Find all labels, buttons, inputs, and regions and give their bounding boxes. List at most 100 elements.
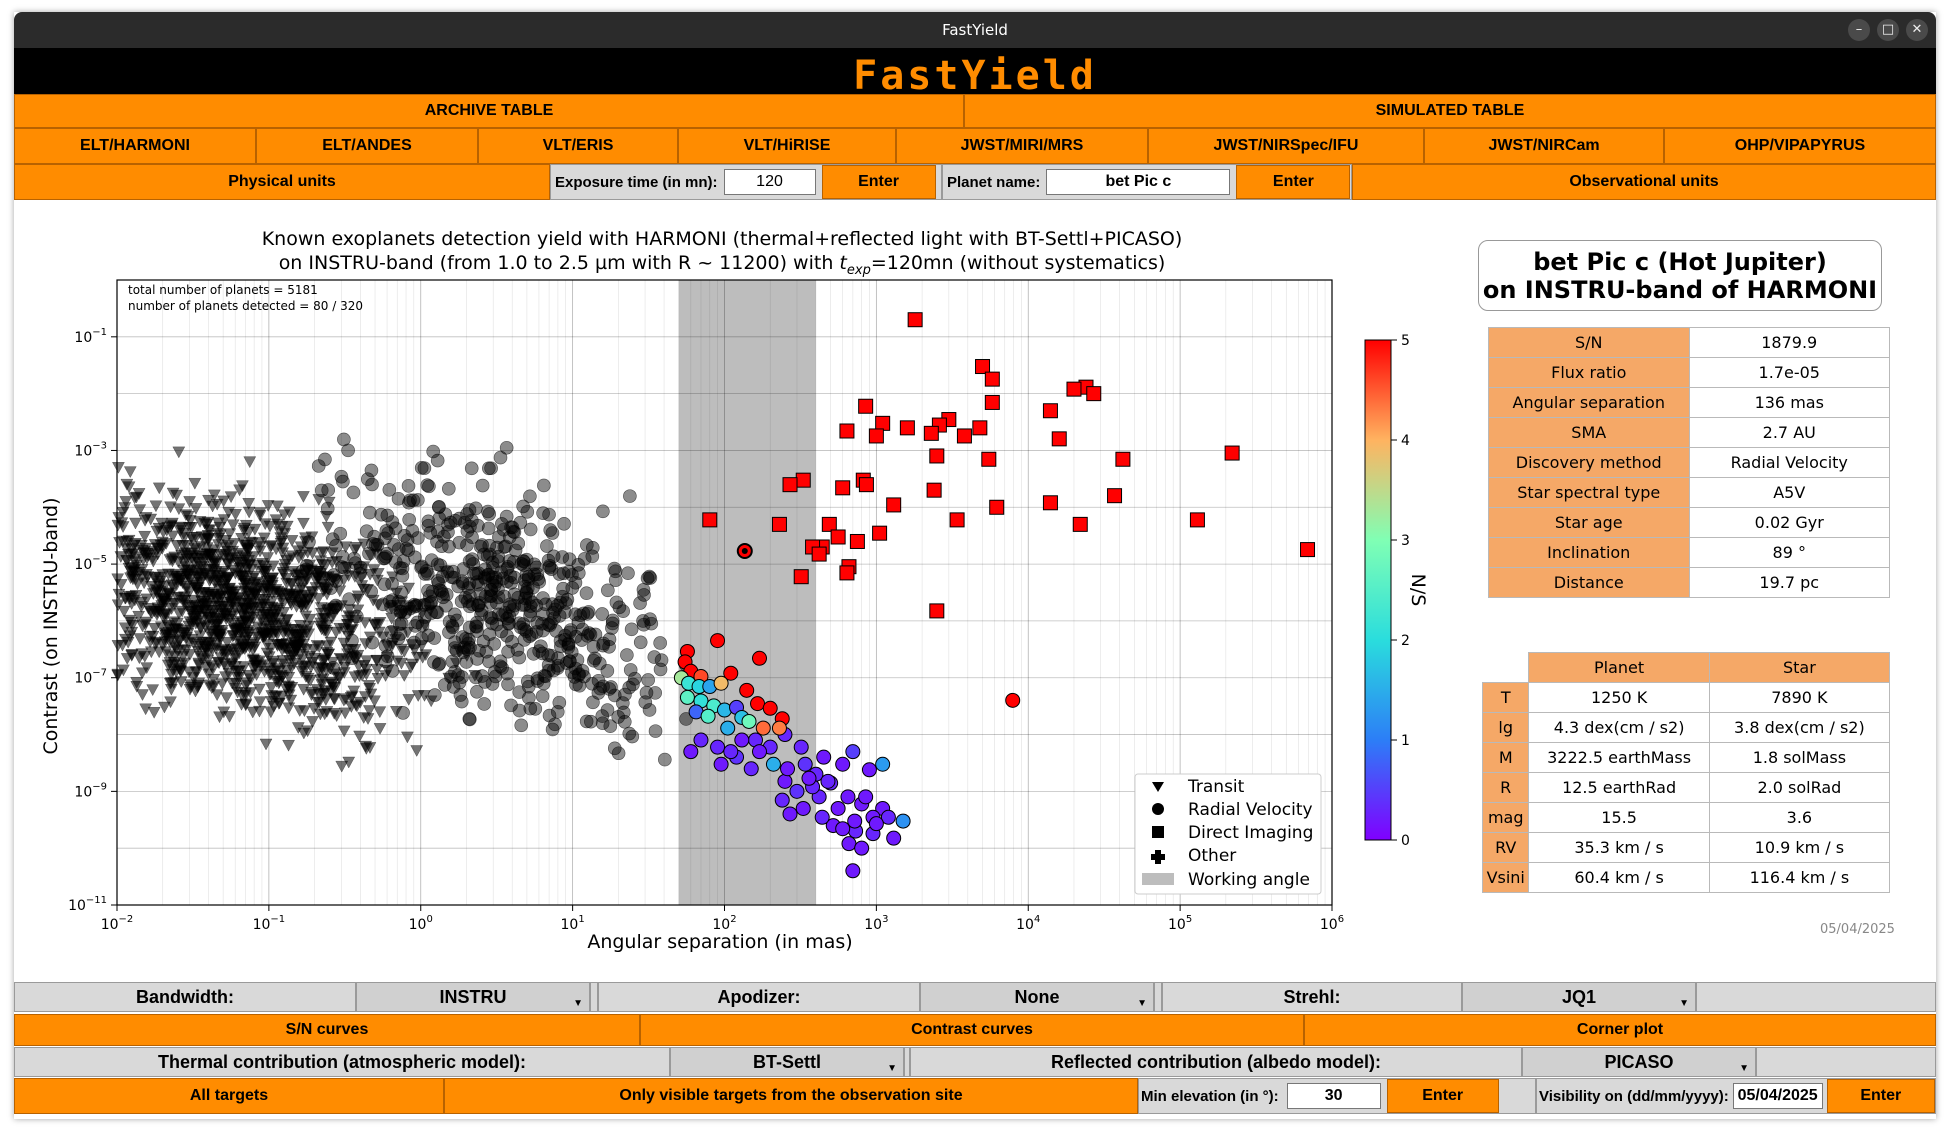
transit-point [259,581,273,594]
instrument-tab-vipapyrus[interactable]: OHP/VIPAPYRUS [1664,128,1936,164]
instrument-tab-andes[interactable]: ELT/ANDES [256,128,478,164]
rv-detected-point [840,789,856,805]
rv-point [470,575,484,590]
legend-other: Other [1188,846,1236,866]
min-elevation-input[interactable]: 30 [1286,1083,1381,1109]
transit-point [292,552,306,564]
min-elevation-enter-button[interactable]: Enter [1386,1079,1499,1113]
exposure-input[interactable]: 120 [723,169,816,195]
colorbar-tick-label: 1 [1401,733,1410,749]
transit-point [129,517,142,530]
visibility-enter-button[interactable]: Enter [1826,1079,1935,1113]
instrument-tab-nirspec[interactable]: JWST/NIRSpec/IFU [1148,128,1424,164]
legend-rv: Radial Velocity [1188,800,1313,820]
rv-point [512,703,527,718]
sn-curves-button[interactable]: S/N curves [14,1014,640,1046]
instrument-tab-eris[interactable]: VLT/ERIS [478,128,678,164]
rv-point [470,652,484,666]
rv-point [454,594,469,609]
property-key: Discovery method [1488,447,1690,478]
rv-detected-point [777,773,793,789]
transit-point [295,666,309,678]
transit-point [400,731,414,744]
transit-point [243,641,257,654]
transit-point [191,556,205,569]
planet-name-input[interactable]: bet Pic c [1046,169,1231,195]
rv-point [511,590,525,605]
rv-point [460,594,475,609]
observational-units-button[interactable]: Observational units [1352,164,1936,200]
rv-point [510,642,525,657]
rv-point [483,596,498,610]
simulated-table-button[interactable]: SIMULATED TABLE [964,94,1936,128]
transit-point [264,668,278,681]
reflected-select[interactable]: PICASO ▼ [1522,1047,1756,1077]
transit-point [297,638,310,651]
transit-point [211,656,225,669]
rv-point [470,615,484,630]
apodizer-select[interactable]: None ▼ [920,982,1154,1012]
transit-point [416,651,430,664]
direct-imaging-point [702,512,718,528]
rv-point [622,726,637,741]
rv-detected-point [801,770,817,786]
transit-point [295,654,309,667]
models-row: Thermal contribution (atmospheric model)… [14,1047,1936,1077]
instrument-tab-miri[interactable]: JWST/MIRI/MRS [896,128,1148,164]
y-tick-label: 10−7 [74,668,107,687]
visible-targets-button[interactable]: Only visible targets from the observatio… [444,1078,1138,1114]
maximize-icon[interactable]: □ [1877,19,1899,41]
rv-detected-point [720,720,736,736]
rv-detected-point [750,696,766,712]
visibility-input[interactable]: 05/04/2025 [1732,1083,1823,1109]
rv-point [405,523,420,538]
legend-rv-marker [1152,803,1164,815]
instrument-tab-hirise[interactable]: VLT/HiRISE [678,128,896,164]
rv-point [385,593,400,607]
archive-table-button[interactable]: ARCHIVE TABLE [14,94,964,128]
planet-value: 4.3 dex(cm / s2) [1528,712,1710,743]
transit-point [235,626,249,639]
rv-point [465,530,479,545]
transit-point [362,680,376,692]
rv-point [473,539,488,554]
highlighted-planet-center [741,547,748,554]
min-elevation-label: Min elevation (in °): [1141,1087,1279,1105]
planet-name-enter-button[interactable]: Enter [1236,165,1351,199]
planet-properties-table: S/N 1879.9 Flux ratio 1.7e-05 Angular separa… [1488,327,1890,598]
thermal-select[interactable]: BT-Settl ▼ [670,1047,904,1077]
rv-point [484,611,499,626]
rv-detected-point [847,813,863,829]
rv-point [312,566,327,580]
rv-point [647,650,662,664]
all-targets-button[interactable]: All targets [14,1078,444,1114]
minimize-icon[interactable]: – [1848,19,1870,41]
rv-point [422,589,437,604]
transit-point [220,692,233,705]
instrument-tab-nircam[interactable]: JWST/NIRCam [1424,128,1664,164]
transit-point [129,538,142,550]
rv-point [551,651,565,665]
corner-plot-button[interactable]: Corner plot [1304,1014,1936,1046]
contrast-curves-button[interactable]: Contrast curves [640,1014,1304,1046]
exposure-enter-button[interactable]: Enter [821,165,936,199]
instrument-tab-harmoni[interactable]: ELT/HARMONI [14,128,256,164]
chart-title-line1: Known exoplanets detection yield with HA… [262,228,1183,250]
rv-point [411,493,425,507]
rv-point [432,583,447,597]
chart-title-line2: on INSTRU-band (from 1.0 to 2.5 µm with … [279,252,1166,278]
strehl-select[interactable]: JQ1 ▼ [1462,982,1696,1012]
property-row: Angular separation 136 mas [1488,387,1890,418]
bandwidth-select[interactable]: INSTRU ▼ [356,982,590,1012]
x-tick-label: 101 [561,914,585,933]
rv-detected-point [739,682,755,698]
transit-point [322,648,336,661]
transit-point [236,608,249,621]
rv-point [346,485,361,500]
close-icon[interactable]: ✕ [1906,19,1928,41]
transit-point [410,745,424,757]
rv-point [385,663,400,678]
physical-units-button[interactable]: Physical units [14,164,550,200]
property-key: S/N [1488,327,1690,358]
transit-point [126,566,140,579]
